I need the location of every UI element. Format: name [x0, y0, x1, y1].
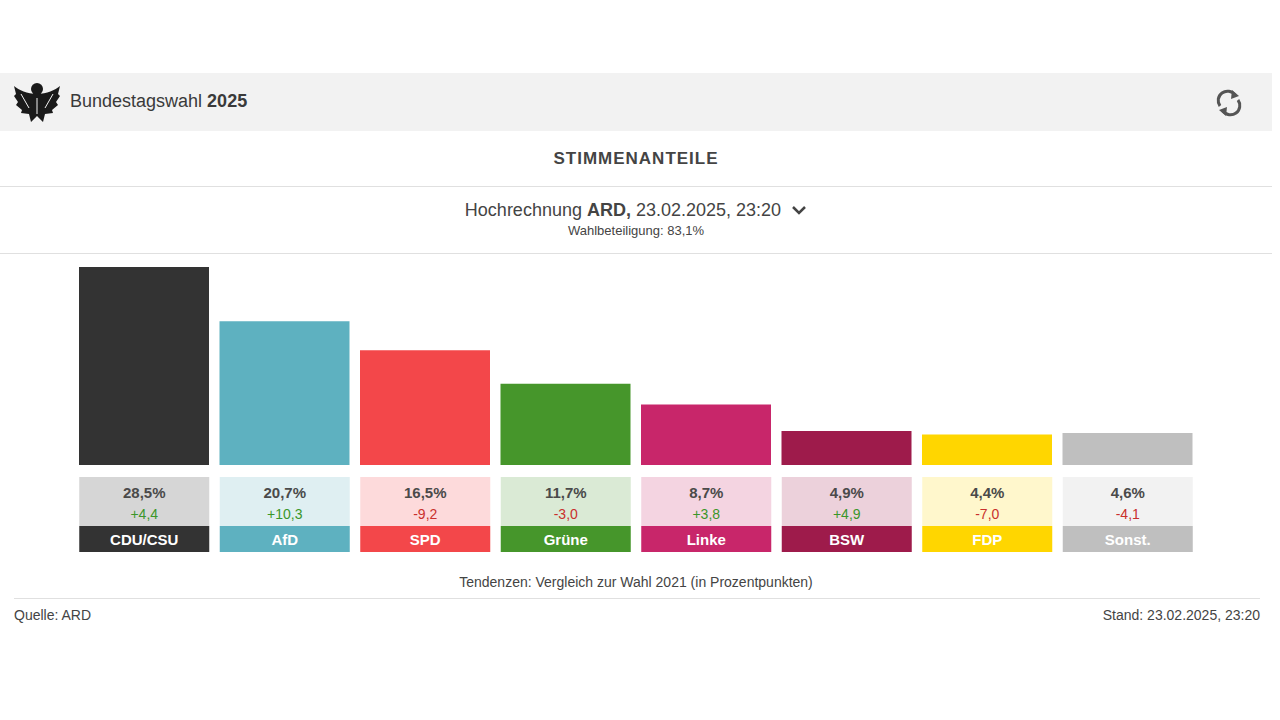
html-text:STIMMENANTEILE: STIMMENANTEILE [553, 149, 719, 168]
html-text:Hochrechnung ARD, 23.02.2025,: Hochrechnung ARD, 23.02.2025, 23:20 [464, 200, 782, 220]
svg-text:Linke: Linke [687, 531, 726, 548]
svg-text:Grüne: Grüne [544, 531, 588, 548]
svg-text:4,4%: 4,4% [970, 484, 1004, 501]
html-text:Wahlbeteiligung: 83,1%: Wahlbeteiligung: 83,1% [567, 223, 704, 238]
svg-text:4,9%: 4,9% [830, 484, 864, 501]
svg-text:+3,8: +3,8 [692, 506, 720, 522]
svg-text:8,7%: 8,7% [689, 484, 723, 501]
svg-text:-4,1: -4,1 [1116, 506, 1140, 522]
svg-text:-7,0: -7,0 [975, 506, 999, 522]
svg-text:11,7%: 11,7% [545, 484, 587, 501]
html-text:Tendenzen: Vergleich zur Wahl: Tendenzen: Vergleich zur Wahl 2021 (in P… [459, 574, 813, 590]
svg-text:AfD: AfD [271, 531, 298, 548]
svg-text:4,6%: 4,6% [1111, 484, 1145, 501]
html-text:Stand: 23.02.2025, 23:20: Stand: 23.02.2025, 23:20 [1102, 607, 1260, 623]
svg-text:FDP: FDP [972, 531, 1002, 548]
svg-text:-9,2: -9,2 [413, 506, 437, 522]
svg-text:20,7%: 20,7% [263, 484, 306, 501]
svg-text:16,5%: 16,5% [404, 484, 447, 501]
svg-text:BSW: BSW [829, 531, 865, 548]
svg-text:SPD: SPD [410, 531, 441, 548]
svg-text:CDU/CSU: CDU/CSU [110, 531, 178, 548]
svg-text:-3,0: -3,0 [554, 506, 578, 522]
svg-text:Sonst.: Sonst. [1105, 531, 1151, 548]
html-text:Quelle: ARD: Quelle: ARD [14, 607, 91, 623]
svg-text:+4,4: +4,4 [130, 506, 158, 522]
html-text:Bundestagswahl 2025: Bundestagswahl 2025 [70, 91, 248, 111]
svg-text:+4,9: +4,9 [833, 506, 861, 522]
svg-text:28,5%: 28,5% [123, 484, 166, 501]
svg-text:+10,3: +10,3 [267, 506, 303, 522]
